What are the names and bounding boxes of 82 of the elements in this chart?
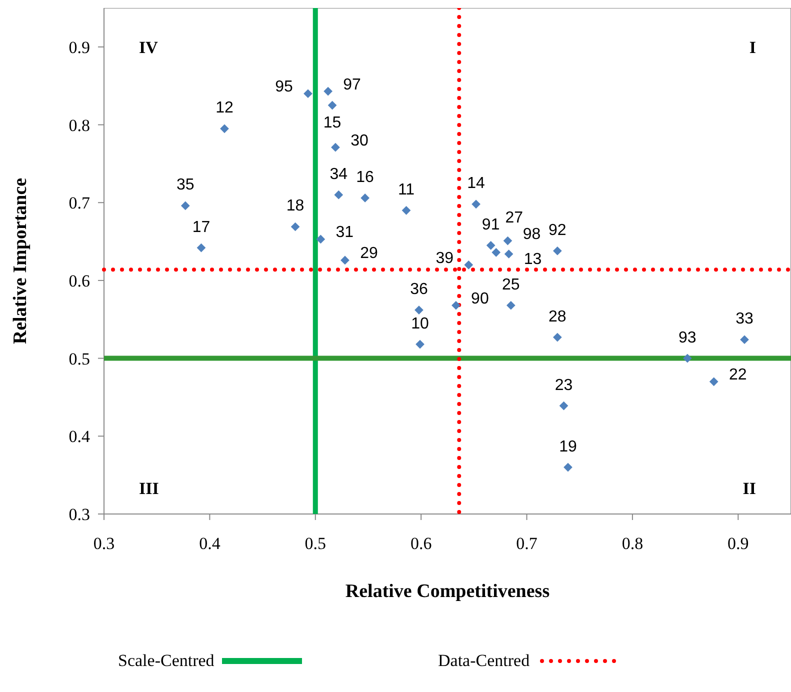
point	[414, 306, 424, 314]
annotation: 28	[548, 308, 566, 326]
point	[682, 354, 692, 363]
annotation: 92	[548, 222, 566, 239]
annotation: 15	[323, 114, 342, 132]
x-tick-label: 0.9	[728, 534, 749, 553]
point	[504, 250, 514, 258]
y-tick-label: 0.7	[68, 194, 90, 213]
point	[472, 200, 480, 209]
y-tick-label: 0.8	[68, 116, 90, 135]
annotation: 23	[554, 376, 573, 394]
annotation: 93	[678, 329, 696, 346]
x-tick-label: 0.6	[410, 534, 432, 553]
annotation: 39	[436, 250, 454, 267]
point	[331, 142, 340, 152]
annotation: 29	[360, 245, 378, 262]
x-tick-label: 0.4	[199, 534, 221, 553]
annotation: I	[749, 38, 756, 57]
point	[464, 260, 474, 270]
point	[180, 201, 190, 210]
point	[340, 256, 350, 265]
x-tick-label: 0.8	[622, 534, 644, 553]
y-tick-label: 0.5	[68, 349, 90, 368]
point	[360, 194, 370, 202]
point	[486, 241, 496, 250]
annotation: 35	[176, 176, 194, 194]
point	[740, 335, 749, 344]
point	[334, 190, 344, 200]
point	[552, 246, 562, 256]
annotation: II	[742, 479, 756, 498]
point	[564, 462, 572, 472]
y-tick-label: 0.6	[68, 271, 90, 290]
annotation: 11	[398, 181, 415, 198]
annotation: 27	[505, 209, 524, 226]
annotation: 91	[482, 216, 500, 234]
x-tick-label: 0.5	[304, 534, 326, 553]
point	[316, 234, 326, 244]
annotation: 19	[559, 438, 577, 456]
x-axis-title: Relative Competitiveness	[345, 581, 550, 602]
point	[452, 300, 460, 310]
y-axis-title: Relative Importance	[10, 178, 31, 344]
point	[402, 206, 411, 215]
y-tick-label: 0.3	[68, 505, 90, 524]
annotation: 18	[286, 198, 304, 215]
annotation: 33	[736, 310, 754, 328]
annotation: 95	[275, 78, 293, 96]
point	[559, 401, 568, 410]
legend-label: Scale-Centred	[118, 651, 215, 670]
point	[709, 377, 718, 386]
point	[304, 89, 312, 98]
annotation: 30	[350, 132, 368, 150]
point	[503, 236, 512, 246]
x-tick-label: 0.7	[516, 534, 538, 553]
annotation: 14	[467, 175, 486, 192]
point	[552, 332, 562, 342]
annotation: 34	[330, 166, 348, 183]
annotation: 13	[524, 250, 542, 268]
annotation: 36	[410, 281, 428, 298]
annotation: 31	[336, 224, 354, 242]
point	[324, 86, 332, 96]
annotation: III	[139, 479, 160, 498]
point	[492, 248, 501, 257]
annotation: 16	[356, 168, 374, 186]
point	[196, 243, 206, 252]
annotation: 12	[216, 100, 234, 117]
point	[416, 340, 424, 349]
annotation: 25	[502, 276, 520, 294]
annotation: 17	[192, 218, 210, 236]
point	[328, 100, 337, 110]
annotation: 97	[343, 76, 362, 94]
y-tick-label: 0.9	[68, 38, 90, 57]
annotation: IV	[139, 38, 159, 57]
legend-label: Data-Centred	[438, 651, 530, 670]
annotation: 98	[522, 226, 541, 243]
x-tick-label: 0.3	[93, 534, 115, 553]
point	[290, 222, 300, 232]
annotation: 10	[411, 315, 430, 332]
annotation: 90	[471, 290, 489, 308]
point	[220, 124, 229, 134]
annotation: 22	[728, 366, 747, 384]
point	[506, 300, 516, 310]
y-tick-label: 0.4	[68, 427, 90, 446]
